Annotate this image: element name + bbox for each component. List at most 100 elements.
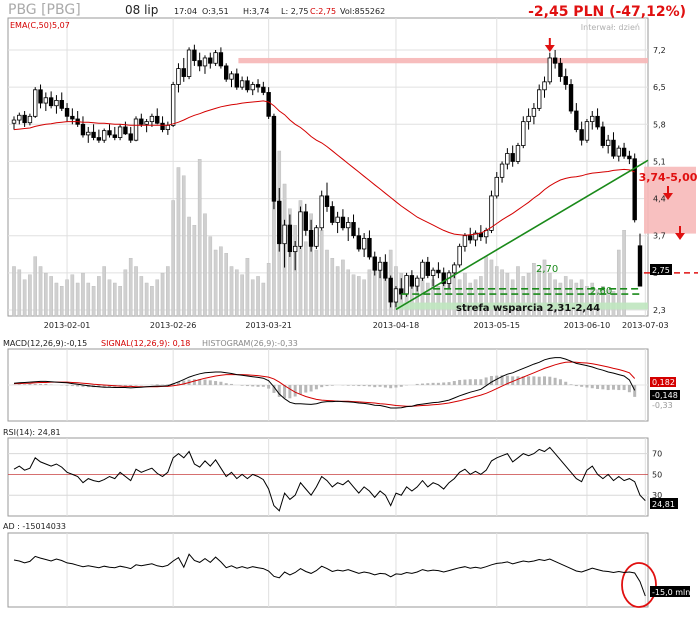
candle-up	[489, 195, 494, 231]
volume-bar	[521, 276, 526, 317]
macd-signal-line	[14, 361, 636, 407]
macd-title: MACD(12,26,9):-0,15	[3, 339, 87, 348]
volume-bar	[457, 279, 462, 317]
volume-bar	[208, 236, 213, 317]
price-zones	[238, 57, 696, 310]
candle-up	[176, 68, 181, 85]
candle-down	[632, 158, 637, 221]
candle-down	[181, 68, 186, 77]
y-tick-label: 2,3	[653, 306, 666, 315]
volume-bar	[553, 279, 557, 317]
volume-bar	[463, 272, 467, 317]
candle-down	[91, 131, 96, 138]
ema-label: EMA(C,50)5,07	[10, 21, 70, 30]
candle-up	[494, 176, 499, 197]
volume-bar	[558, 282, 563, 317]
breakdown-arrow-head	[675, 233, 685, 240]
volume-bar	[192, 225, 197, 317]
candle-down	[356, 235, 362, 250]
target-zone-label: 3,74-5,00	[639, 171, 698, 184]
candle-down	[303, 211, 308, 231]
volume-bar	[569, 279, 573, 317]
volume-bar	[425, 282, 430, 317]
price-overlays	[13, 38, 698, 608]
volume-bar	[112, 282, 117, 317]
candle-down	[48, 97, 54, 107]
volume-bar	[585, 286, 589, 317]
volume-bar	[266, 263, 271, 317]
candle-down	[22, 114, 27, 124]
volume-bar	[70, 274, 75, 317]
rsi-title: RSI(14): 24,81	[3, 428, 61, 437]
candle-up	[521, 121, 526, 146]
candle-down	[208, 57, 213, 64]
candle-up	[101, 130, 107, 141]
volume-bar	[102, 266, 106, 317]
volume-bar	[139, 276, 144, 317]
header-low: L: 2,75	[281, 7, 309, 16]
candle-up	[133, 118, 139, 141]
ad-value-tag	[650, 586, 690, 597]
x-tick-label: 2013-07-03	[622, 321, 669, 330]
candle-down	[552, 57, 558, 64]
candle-down	[38, 89, 43, 104]
candle-up	[165, 124, 171, 130]
candle-down	[637, 245, 643, 287]
y-tick-label: 5,8	[653, 120, 666, 129]
candle-down	[128, 133, 133, 141]
volume-bar	[293, 225, 297, 317]
candle-up	[239, 80, 245, 88]
volume-bar	[436, 286, 441, 317]
candle-up	[473, 232, 478, 241]
candle-up	[499, 163, 505, 178]
candle-down	[59, 100, 64, 109]
candle-up	[414, 277, 420, 287]
volume-bar	[12, 266, 16, 317]
candle-down	[266, 92, 271, 117]
volume-bar	[54, 282, 59, 317]
candle-up	[590, 115, 595, 123]
candle-up	[298, 211, 303, 247]
volume-bar	[346, 269, 351, 317]
volume-bar	[309, 213, 313, 317]
candle-down	[107, 130, 112, 136]
candle-down	[218, 52, 224, 67]
candle-up	[377, 261, 383, 271]
volume-bar	[160, 272, 165, 317]
candle-down	[558, 62, 563, 77]
support-zone	[395, 302, 648, 310]
candle-down	[112, 134, 117, 138]
candle-up	[319, 195, 324, 229]
volume-bar	[362, 279, 366, 317]
candle-up	[54, 100, 59, 107]
ema50-line	[13, 100, 635, 236]
line-260-label: 2,60	[590, 286, 612, 297]
candle-down	[255, 84, 261, 88]
candle-up	[149, 115, 155, 123]
candle-up	[616, 147, 621, 157]
volume-bar	[314, 249, 319, 317]
volume-bar	[537, 269, 542, 317]
rsi-value-tag-text: 24,81	[652, 500, 675, 509]
candle-down	[324, 195, 330, 207]
candle-up	[282, 224, 287, 245]
candle-up	[292, 245, 298, 253]
ticker-title: PBG [PBG]	[8, 2, 81, 18]
volume-bar	[510, 279, 515, 317]
header-open: O:3,51	[202, 7, 229, 16]
y-tick-label: 3,7	[653, 232, 666, 241]
candle-up	[605, 139, 611, 146]
x-tick-label: 2013-02-01	[44, 321, 91, 330]
ad-drop-circle	[621, 562, 657, 608]
candle-up	[505, 153, 510, 165]
candle-up	[11, 119, 17, 124]
candle-up	[17, 114, 22, 121]
candle-down	[425, 261, 430, 276]
candle-up	[547, 57, 553, 83]
volume-bar	[33, 256, 38, 317]
header-close: C:2,75	[310, 7, 336, 16]
candle-up	[531, 107, 537, 117]
candle-down	[271, 115, 277, 202]
volume-bar	[75, 282, 80, 317]
interval-label: Interwał: dzień	[581, 23, 640, 32]
